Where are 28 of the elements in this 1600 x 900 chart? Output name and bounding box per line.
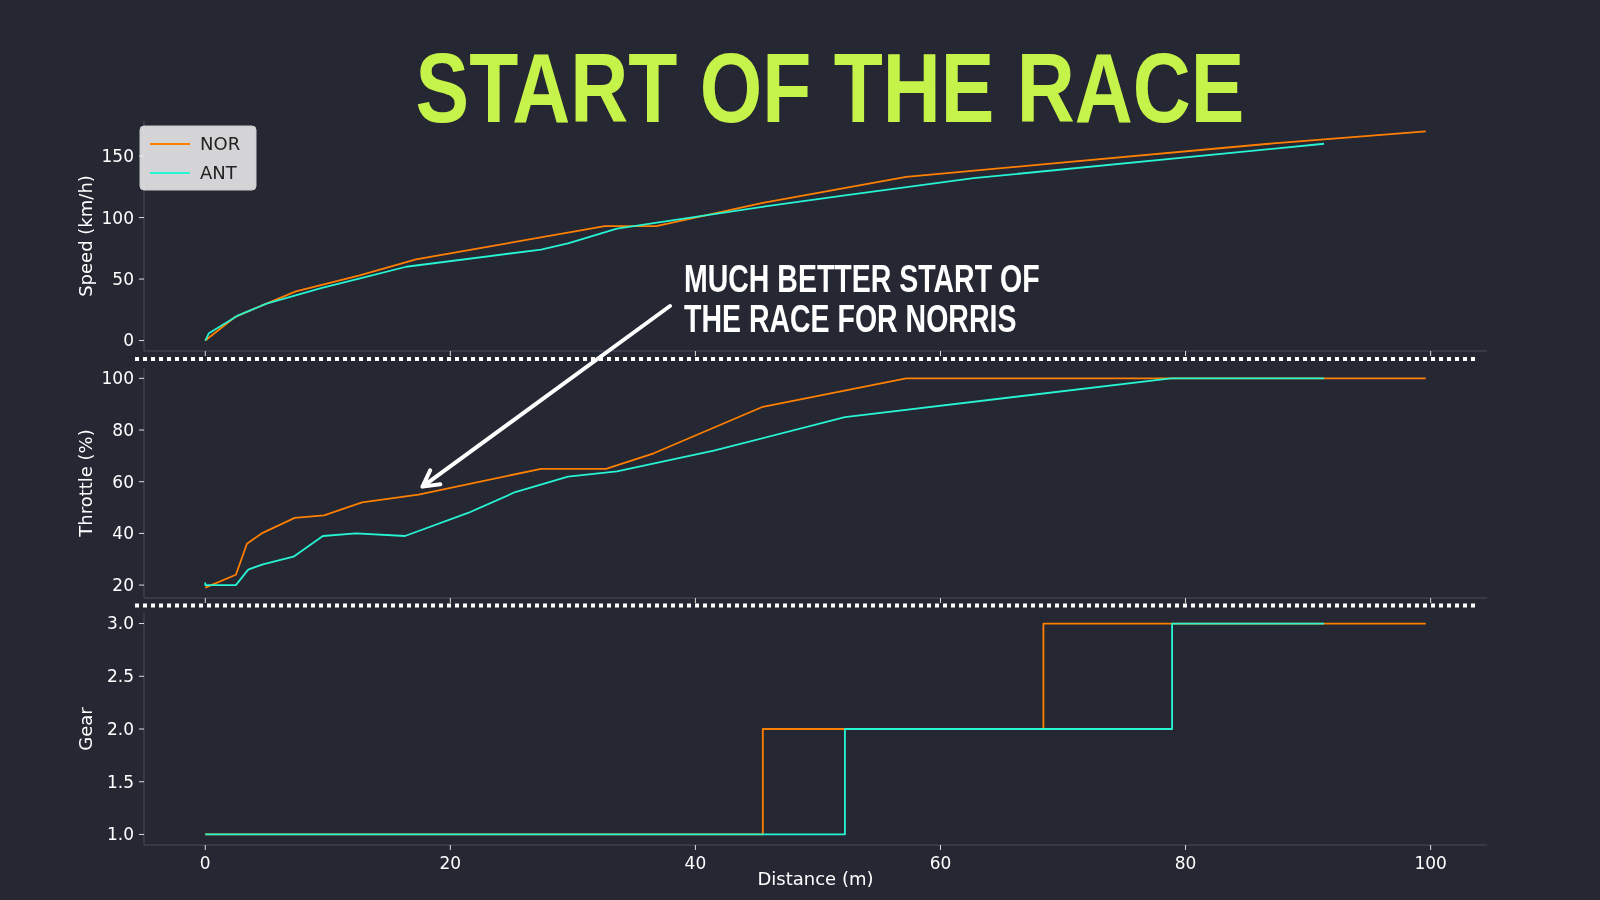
x-tick-label: 60 bbox=[929, 853, 952, 873]
legend-label: ANT bbox=[200, 162, 238, 184]
y-tick-label: 80 bbox=[112, 419, 134, 440]
x-tick-label: 0 bbox=[199, 853, 211, 873]
x-axis-title: Distance (m) bbox=[757, 868, 874, 889]
x-tick-label: 40 bbox=[684, 853, 707, 873]
y-tick-label: 3.0 bbox=[106, 613, 134, 634]
y-tick-label: 2.0 bbox=[106, 718, 134, 739]
annotation: MUCH BETTER START OF THE RACE FOR NORRIS bbox=[684, 258, 1040, 340]
y-tick-label: 150 bbox=[101, 146, 134, 166]
x-tick-label: 80 bbox=[1174, 853, 1197, 873]
y-tick-label: 1.5 bbox=[106, 771, 134, 792]
y-axis-title: Speed (km/h) bbox=[75, 175, 96, 297]
y-tick-label: 40 bbox=[112, 523, 134, 544]
y-tick-label: 2.5 bbox=[106, 666, 134, 687]
y-tick-label: 0 bbox=[123, 330, 134, 351]
x-tick-label: 100 bbox=[1414, 853, 1447, 873]
y-tick-label: 20 bbox=[112, 575, 134, 596]
y-tick-label: 100 bbox=[101, 368, 134, 389]
y-tick-label: 60 bbox=[112, 471, 134, 492]
chart-title: START OF THE RACE bbox=[415, 33, 1245, 143]
y-tick-label: 50 bbox=[112, 269, 134, 289]
y-tick-label: 1.0 bbox=[106, 824, 134, 845]
y-tick-label: 100 bbox=[101, 207, 134, 228]
y-axis-title: Throttle (%) bbox=[75, 429, 96, 538]
y-axis-title: Gear bbox=[75, 706, 96, 751]
x-tick-label: 20 bbox=[439, 853, 462, 873]
legend-label: NOR bbox=[200, 133, 241, 155]
